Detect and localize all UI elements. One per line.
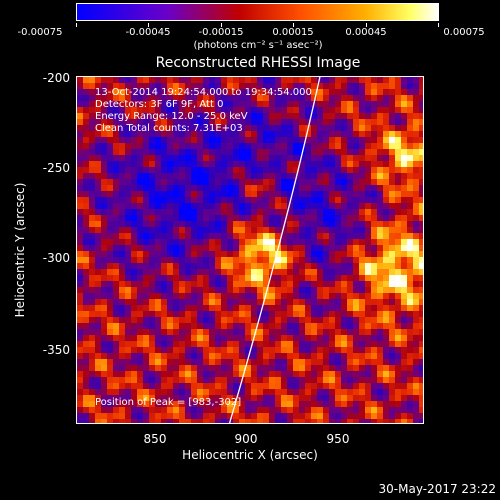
y-tick-label: -200 (42, 71, 70, 85)
y-axis-label: Heliocentric Y (arcsec) (13, 182, 27, 318)
colorbar-tick (76, 23, 77, 27)
x-tick-label: 950 (326, 432, 350, 446)
colorbar (76, 3, 439, 21)
x-tick-label: 850 (143, 432, 167, 446)
x-tick-label: 900 (234, 432, 258, 446)
detectors-annotation: Detectors: 3F 6F 9F, Att 0 (95, 99, 224, 110)
colorbar-tick (293, 23, 294, 27)
colorbar-tick (366, 23, 367, 27)
colorbar-tick-label: 0.00015 (272, 27, 314, 38)
y-tick-label: -300 (42, 251, 70, 265)
x-axis-label: Heliocentric X (arcsec) (182, 448, 318, 462)
clean-counts-annotation: Clean Total counts: 7.31E+03 (95, 123, 243, 134)
colorbar-units: (photons cm⁻² s⁻¹ asec⁻²) (193, 40, 323, 51)
time-range-annotation: 13-Oct-2014 19:24:54.000 to 19:34:54.000 (95, 87, 312, 98)
heatmap (77, 77, 423, 423)
image-title: Reconstructed RHESSI Image (155, 55, 361, 71)
energy-range-annotation: Energy Range: 12.0 - 25.0 keV (95, 111, 248, 122)
image-plot: 13-Oct-2014 19:24:54.000 to 19:34:54.000… (76, 76, 424, 424)
y-tick-label: -350 (42, 343, 70, 357)
colorbar-tick-label: 0.00045 (345, 27, 387, 38)
y-tick-label: -250 (42, 161, 70, 175)
peak-position-annotation: Position of Peak = [983,-302] (95, 397, 242, 408)
colorbar-tick (438, 23, 439, 27)
colorbar-tick (148, 23, 149, 27)
colorbar-tick-label: 0.00075 (443, 27, 485, 38)
colorbar-tick-label: -0.00075 (17, 27, 63, 38)
datestamp: 30-May-2017 23:22 (378, 482, 496, 496)
colorbar-tick-label: -0.00045 (125, 27, 171, 38)
colorbar-tick-label: -0.00015 (198, 27, 244, 38)
colorbar-tick (221, 23, 222, 27)
solar-limb-line (228, 77, 321, 423)
